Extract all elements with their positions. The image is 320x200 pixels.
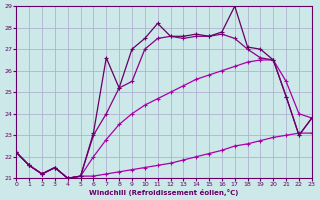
X-axis label: Windchill (Refroidissement éolien,°C): Windchill (Refroidissement éolien,°C) [89,189,239,196]
